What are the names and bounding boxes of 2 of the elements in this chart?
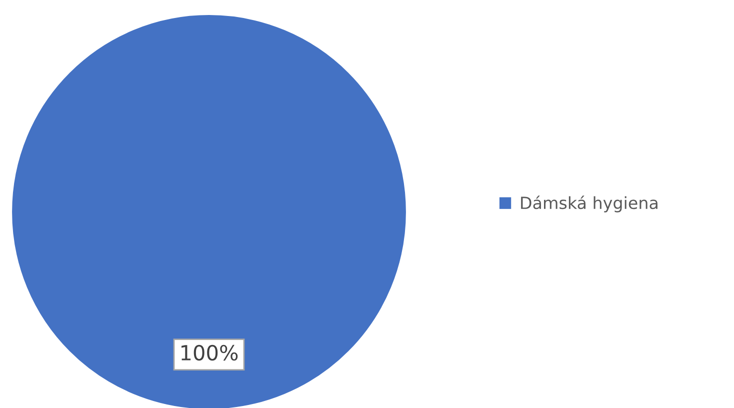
legend-label: Dámská hygiena	[521, 196, 658, 212]
data-label: 100%	[182, 344, 238, 361]
